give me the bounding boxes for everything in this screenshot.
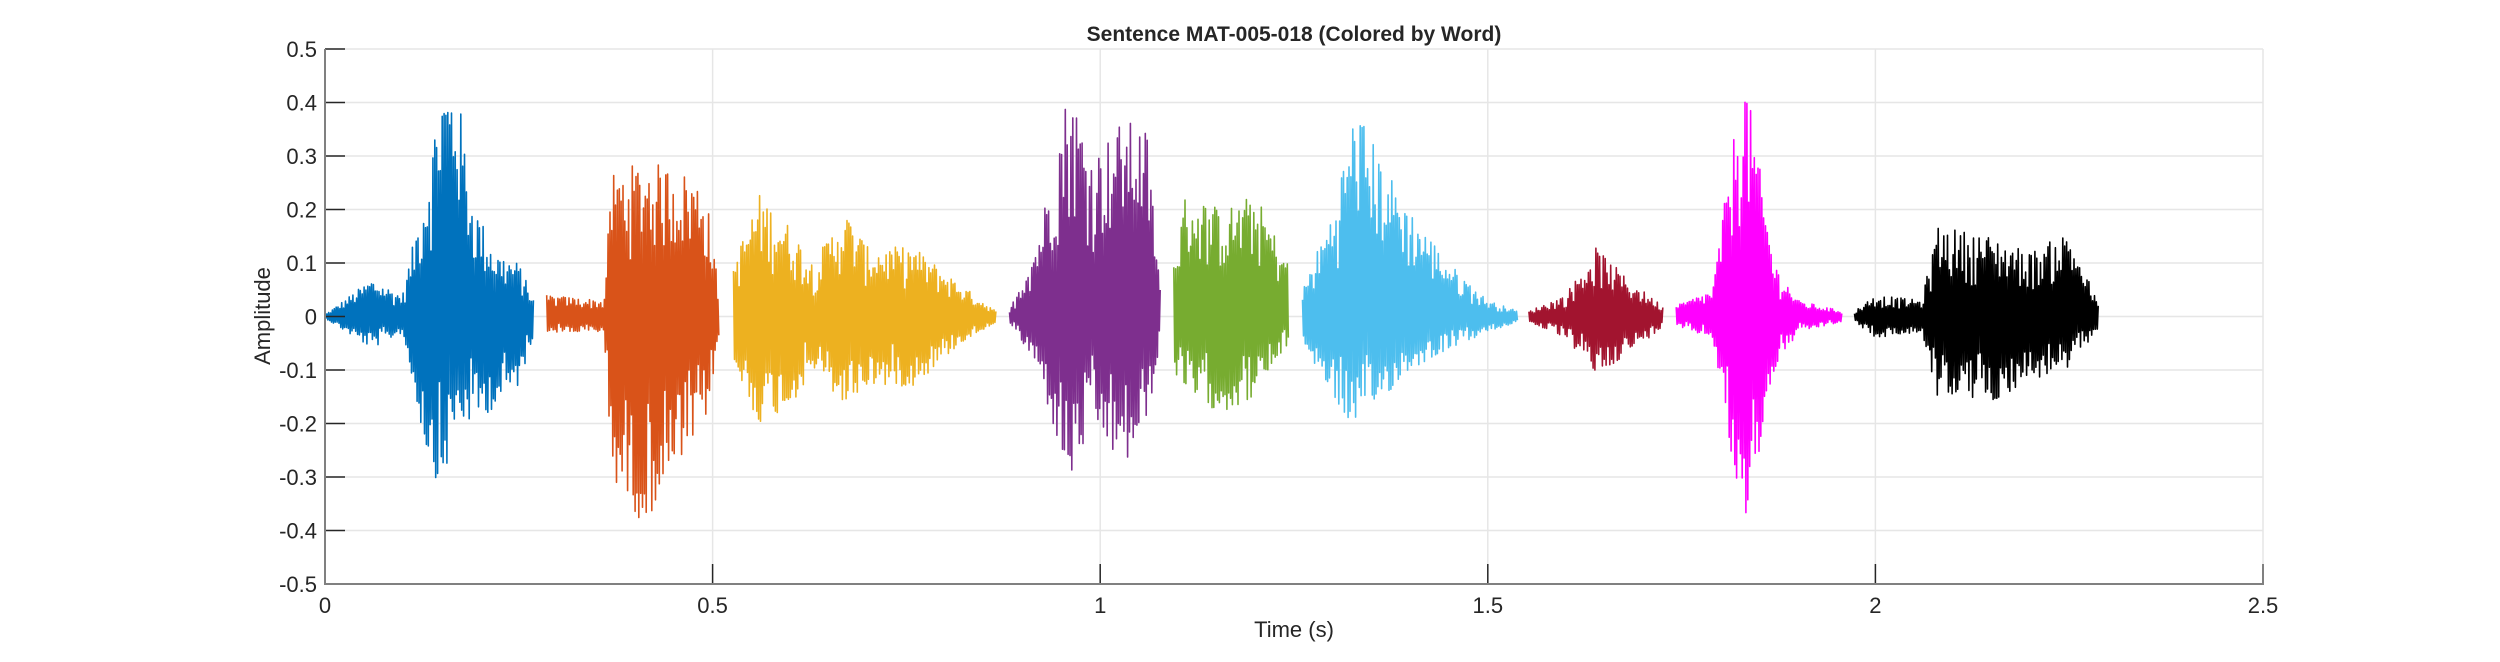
x-tick-label: 1 — [1094, 593, 1106, 618]
waveform-word-1 — [324, 111, 535, 479]
x-tick-label: 0.5 — [697, 593, 728, 618]
y-tick-label: 0.1 — [286, 251, 317, 276]
x-axis-label: Time (s) — [1254, 617, 1334, 642]
x-tick-label: 2 — [1869, 593, 1881, 618]
y-tick-label: 0.4 — [286, 91, 317, 116]
axis-box — [324, 49, 2264, 585]
y-tick-label: 0 — [305, 305, 317, 330]
waveform-word-2 — [545, 164, 720, 519]
x-tick-label: 1.5 — [1473, 593, 1504, 618]
y-tick-label: 0.3 — [286, 144, 317, 169]
y-tick-label: -0.2 — [279, 412, 317, 437]
chart-title: Sentence MAT-005-018 (Colored by Word) — [1087, 23, 1502, 46]
waveform-word-5 — [1173, 198, 1290, 411]
waveform-word-8 — [1675, 101, 1843, 514]
y-tick-label: -0.1 — [279, 358, 317, 383]
waveform-word-9 — [1853, 227, 2099, 401]
y-tick-label: 0.5 — [286, 37, 317, 62]
x-tick-label: 2.5 — [2248, 593, 2279, 618]
y-tick-label: -0.4 — [279, 519, 317, 544]
y-tick-label: -0.5 — [279, 572, 317, 597]
y-axis-label: Amplitude — [250, 267, 275, 365]
axes — [324, 48, 2264, 585]
waveform-word-3 — [732, 194, 997, 423]
waveform-word-7 — [1528, 247, 1664, 371]
tick-labels: 0 0.5 1 1.5 2 2.5 -0.5 -0.4 -0.3 -0.2 -0.1 0 0.1 0.2 0… — [279, 37, 2278, 618]
x-tick-label: 0 — [319, 593, 331, 618]
waveform-word-4 — [1008, 108, 1161, 471]
y-tick-label: 0.2 — [286, 198, 317, 223]
waveform-series — [324, 101, 2099, 519]
y-tick-label: -0.3 — [279, 465, 317, 490]
waveform-word-6 — [1301, 125, 1519, 419]
